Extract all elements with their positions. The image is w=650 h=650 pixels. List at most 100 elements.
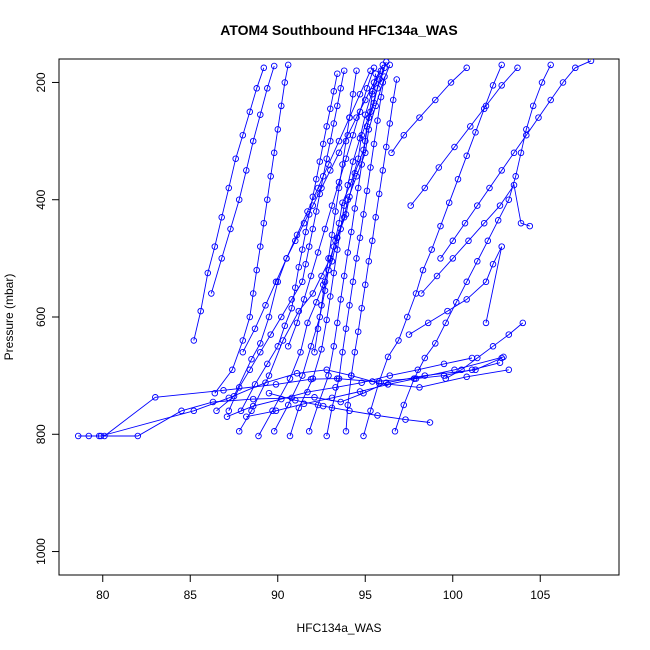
data-point [547,96,554,104]
data-point [428,246,435,253]
data-point [334,234,341,242]
data-point [323,316,330,324]
x-axis: 80 85 90 95 100 105 [96,574,551,602]
data-point [262,302,269,309]
data-point [458,366,465,374]
data-point [85,432,93,440]
data-point [386,120,394,127]
data-point [220,387,227,394]
data-point [381,73,388,80]
data-point [374,412,381,419]
data-point [386,372,394,379]
data-point [363,187,371,195]
data-point [465,237,472,245]
data-point [265,313,273,321]
data-point [498,243,505,250]
profile-line [326,76,385,437]
data-point [246,108,254,116]
profile-series [391,61,554,435]
data-point [235,384,243,391]
data-point [354,328,362,335]
profile-line [287,67,375,347]
profile-line [391,67,468,154]
data-point [327,105,334,113]
data-point [304,319,311,327]
data-point [379,167,387,174]
data-point [500,353,507,361]
data-point [482,319,490,327]
data-point [260,219,268,227]
profile-series [305,70,379,435]
x-tick-label: 95 [359,588,373,602]
data-point [292,397,299,404]
data-point [300,400,308,408]
data-point [292,284,299,291]
data-point [346,114,353,121]
profile-line [363,64,503,437]
profile-series [418,181,534,297]
data-point [334,70,341,77]
data-point [349,158,357,165]
data-point [304,208,311,215]
data-point [421,354,429,362]
data-point [227,225,234,233]
data-point [319,402,327,410]
data-point [377,67,385,74]
data-point [243,413,250,420]
data-point [223,413,231,420]
data-point [323,432,330,440]
data-point [305,428,313,435]
data-point [526,222,534,230]
data-point [365,114,373,121]
y-tick-label: 600 [34,307,48,327]
profile-line [273,67,385,432]
data-point [344,181,352,189]
data-point [404,313,411,321]
data-point [270,149,278,157]
data-point [327,293,334,300]
y-axis: 200 400 600 800 1000 [34,72,60,565]
profile-line [193,67,265,341]
data-point [313,208,320,215]
data-point [372,70,379,77]
data-point [451,366,458,374]
data-layer [74,59,595,440]
data-point [316,158,324,165]
data-point [363,85,371,92]
data-point [309,375,317,382]
profile-series [311,67,360,356]
profile-line [345,79,398,432]
x-tick-label: 80 [96,588,110,602]
data-point [332,208,339,215]
data-point [328,394,336,402]
data-point [334,102,341,110]
profile-series [284,64,378,350]
data-point [243,167,250,174]
data-point [358,304,365,312]
data-point [463,278,470,286]
data-point [335,149,343,157]
data-point [305,243,313,250]
data-point [190,407,198,415]
data-point [335,184,343,192]
data-point [587,59,595,65]
data-point [445,199,453,206]
data-point [370,140,378,148]
data-point [505,366,513,374]
data-point [489,260,497,268]
data-point [197,307,204,315]
data-point [267,173,274,180]
data-point [323,123,330,130]
data-point [272,381,280,388]
data-point [418,290,425,297]
data-point [433,272,441,280]
profile-series [243,359,504,420]
profile-line [408,246,503,335]
data-point [389,96,397,104]
data-point [314,184,322,192]
data-point [482,278,490,286]
data-point [337,398,344,406]
data-point [339,161,346,168]
data-point [354,155,362,162]
